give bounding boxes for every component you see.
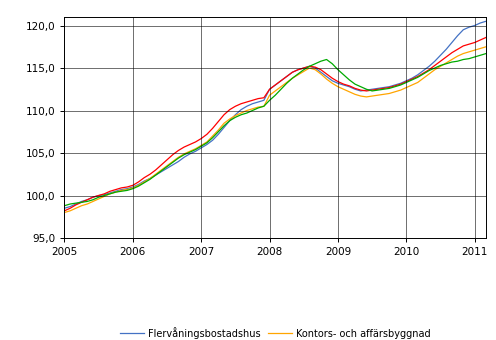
Flervåningsbostadshus xyxy=(96,193,102,198)
Industri- och lagerbyggnad xyxy=(483,52,489,56)
Bostadssmåhus xyxy=(398,82,404,86)
Flervåningsbostadshus xyxy=(437,53,443,57)
Kontors- och affärsbyggnad xyxy=(398,88,404,92)
Flervåningsbostadshus xyxy=(380,86,386,90)
Line: Industri- och lagerbyggnad: Industri- och lagerbyggnad xyxy=(64,54,486,206)
Kontors- och affärsbyggnad xyxy=(409,83,415,87)
Bostadssmåhus xyxy=(409,77,415,81)
Flervåningsbostadshus xyxy=(483,19,489,23)
Bostadssmåhus xyxy=(437,59,443,63)
Flervåningsbostadshus xyxy=(398,81,404,85)
Industri- och lagerbyggnad xyxy=(398,83,404,87)
Industri- och lagerbyggnad xyxy=(409,78,415,82)
Bostadssmåhus xyxy=(380,86,386,90)
Bostadssmåhus xyxy=(96,193,102,198)
Bostadssmåhus xyxy=(483,35,489,39)
Industri- och lagerbyggnad xyxy=(392,85,398,89)
Kontors- och affärsbyggnad xyxy=(380,92,386,97)
Flervåningsbostadshus xyxy=(62,206,67,210)
Legend: Flervåningsbostadshus, Bostadssmåhus, Kontors- och affärsbyggnad, Industri- och : Flervåningsbostadshus, Bostadssmåhus, Ko… xyxy=(120,327,431,340)
Bostadssmåhus xyxy=(62,209,67,213)
Industri- och lagerbyggnad xyxy=(437,64,443,68)
Kontors- och affärsbyggnad xyxy=(392,90,398,94)
Flervåningsbostadshus xyxy=(392,83,398,87)
Kontors- och affärsbyggnad xyxy=(96,197,102,201)
Kontors- och affärsbyggnad xyxy=(437,64,443,68)
Kontors- och affärsbyggnad xyxy=(62,210,67,215)
Flervåningsbostadshus xyxy=(409,76,415,80)
Line: Bostadssmåhus: Bostadssmåhus xyxy=(64,37,486,211)
Industri- och lagerbyggnad xyxy=(380,87,386,91)
Industri- och lagerbyggnad xyxy=(96,195,102,199)
Line: Flervåningsbostadshus: Flervåningsbostadshus xyxy=(64,21,486,208)
Line: Kontors- och affärsbyggnad: Kontors- och affärsbyggnad xyxy=(64,47,486,212)
Bostadssmåhus xyxy=(392,84,398,88)
Kontors- och affärsbyggnad xyxy=(483,45,489,49)
Industri- och lagerbyggnad xyxy=(62,204,67,208)
